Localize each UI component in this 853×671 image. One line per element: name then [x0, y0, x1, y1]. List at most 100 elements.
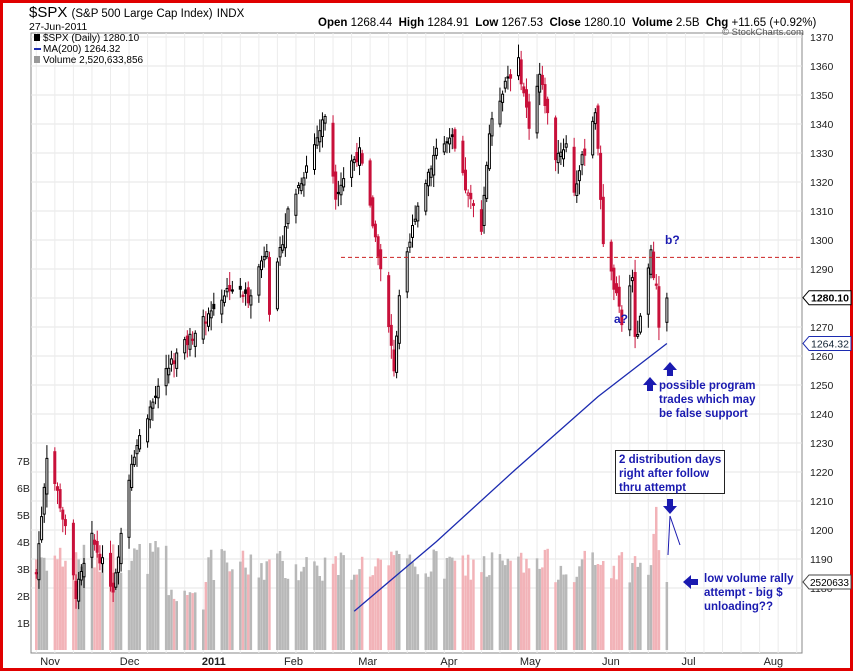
candle-body [188, 333, 192, 350]
time-tick-label: Nov [40, 656, 60, 668]
volume-bar [594, 565, 597, 650]
volume-bar [231, 569, 234, 650]
candle-body [132, 456, 136, 466]
candle-body [74, 580, 78, 600]
volume-bar [432, 549, 435, 650]
volume-bar [390, 551, 393, 650]
candle-body [442, 143, 446, 153]
volume-bar [562, 574, 565, 650]
index-name: (S&P 500 Large Cap Index) [71, 8, 213, 20]
volume-bar [64, 560, 67, 650]
volume-bar [469, 579, 473, 650]
ohlc-readout: Open 1268.44 High 1284.91 Low 1267.53 Cl… [318, 17, 816, 29]
volume-bar [527, 568, 531, 650]
candle-body [416, 205, 420, 222]
candle-body [376, 236, 380, 257]
support-line-3: be false support [659, 408, 748, 420]
candle-body [207, 313, 210, 327]
volume-bar [98, 571, 102, 650]
candle-body [397, 295, 401, 344]
annotation-distribution: 2 distribution days right after follow t… [615, 450, 725, 494]
volume-bar [480, 572, 483, 650]
candle-body [109, 552, 112, 587]
candle-body [82, 562, 86, 578]
volume-bar [239, 561, 242, 650]
candle-body [169, 358, 173, 365]
candle-body [275, 261, 279, 310]
volume-bar [617, 555, 621, 650]
arrow-left-icon [683, 575, 698, 589]
candle-body [434, 147, 438, 156]
candle-body [164, 368, 168, 387]
candle-icon [34, 34, 40, 41]
volume-bar [90, 552, 94, 650]
candle-body [490, 118, 494, 137]
close-label: Close [549, 17, 581, 29]
volume-tick-label: 4B [17, 537, 30, 549]
candle-body [175, 352, 179, 369]
annotation-b: b? [665, 233, 680, 247]
distribution-line-3: thru attempt [619, 482, 687, 494]
candle-body [130, 463, 134, 488]
volume-bar [435, 551, 438, 650]
candle-body [352, 158, 356, 164]
volume-bar [355, 574, 359, 650]
legend-ma: MA(200) 1264.32 [34, 44, 143, 55]
volume-bar [596, 564, 600, 650]
candle-body [358, 147, 361, 166]
volume-bar [202, 609, 205, 650]
candle-body [167, 367, 171, 376]
volume-bar [572, 582, 576, 650]
candle-body [318, 130, 322, 143]
candle-body [56, 486, 59, 491]
volume-bar [649, 565, 653, 650]
volume-bar [368, 576, 372, 650]
volume-bar [247, 574, 250, 650]
volume-bar [127, 570, 131, 650]
volume-bar [223, 550, 226, 650]
candle-body [411, 225, 414, 238]
support-line-2: trades which may [659, 394, 756, 406]
candle-body [283, 226, 287, 249]
volume-tag [802, 574, 852, 590]
volume-bar [72, 559, 75, 650]
volume-bar [220, 549, 223, 650]
volume-bar [172, 598, 176, 650]
volume-bar [408, 554, 412, 650]
open-label: Open [318, 17, 348, 29]
candle-body [95, 541, 99, 553]
candle-body [593, 112, 597, 125]
volume-bar [281, 560, 284, 650]
candle-body [464, 169, 467, 191]
candle-body [320, 119, 324, 138]
volume-bar [504, 565, 507, 650]
legend: $SPX (Daily) 1280.10 MA(200) 1264.32 Vol… [34, 33, 143, 66]
volume-bar [315, 565, 319, 650]
candle-body [559, 151, 563, 157]
price-tag-label: 1280.10 [811, 293, 849, 305]
volume-bar [175, 601, 178, 650]
volume-bar [154, 541, 157, 650]
volume-bar [387, 565, 390, 650]
candle-body [665, 297, 669, 323]
candle-body [225, 288, 229, 293]
candle-body [230, 289, 234, 292]
candle-body [212, 303, 216, 310]
chg-value: +11.65 (+0.92%) [731, 17, 817, 29]
volume-bar [591, 552, 594, 650]
exchange: INDX [216, 8, 245, 20]
volume-bar [212, 580, 216, 650]
volume-bar [249, 554, 253, 650]
candle-body [527, 101, 531, 129]
volume-bar [453, 560, 457, 650]
volume-bar [37, 560, 41, 650]
chart-date: 27-Jun-2011 [29, 21, 88, 33]
volume-bar [610, 578, 613, 650]
candle-body [209, 310, 213, 319]
volume-bar [633, 556, 637, 650]
volume-bar [583, 550, 586, 650]
candle-body [525, 89, 528, 108]
volume-bar [424, 573, 427, 650]
price-tick-label: 1250 [810, 380, 834, 392]
candle-body [265, 251, 269, 258]
